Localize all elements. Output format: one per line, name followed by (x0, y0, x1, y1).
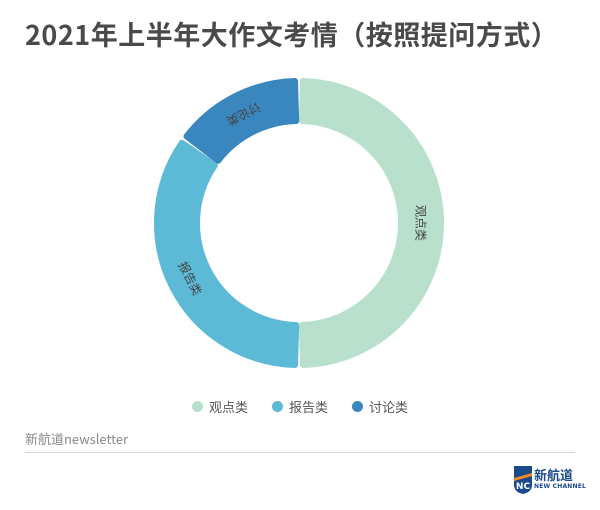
legend-label: 观点类 (208, 397, 248, 416)
chart-title: 2021年上半年大作文考情（按照提问方式） (25, 14, 559, 53)
legend-label: 报告类 (288, 397, 328, 416)
legend-label: 讨论类 (369, 397, 409, 416)
donut-segment-2 (154, 139, 300, 368)
legend-item-3: 讨论类 (352, 397, 408, 416)
legend: 观点类 报告类 讨论类 (0, 397, 600, 416)
donut-segment-3 (183, 78, 300, 164)
legend-swatch (352, 401, 363, 412)
donut-segment-1 (298, 78, 444, 368)
logo-mark: NC (516, 482, 531, 492)
divider (25, 452, 575, 453)
legend-item-2: 报告类 (271, 397, 328, 416)
legend-item-1: 观点类 (191, 397, 248, 416)
segment-label-1: 观点类 (413, 205, 430, 241)
shield-logo-icon: NC (514, 466, 532, 494)
source-label: 新航道newsletter (25, 429, 129, 448)
brand-logo: NC 新航道 NEW CHANNEL (513, 465, 586, 495)
legend-swatch (191, 401, 203, 412)
legend-swatch (271, 401, 283, 412)
logo-name-en: NEW CHANNEL (534, 483, 587, 490)
logo-name-cn: 新航道 (534, 465, 574, 484)
